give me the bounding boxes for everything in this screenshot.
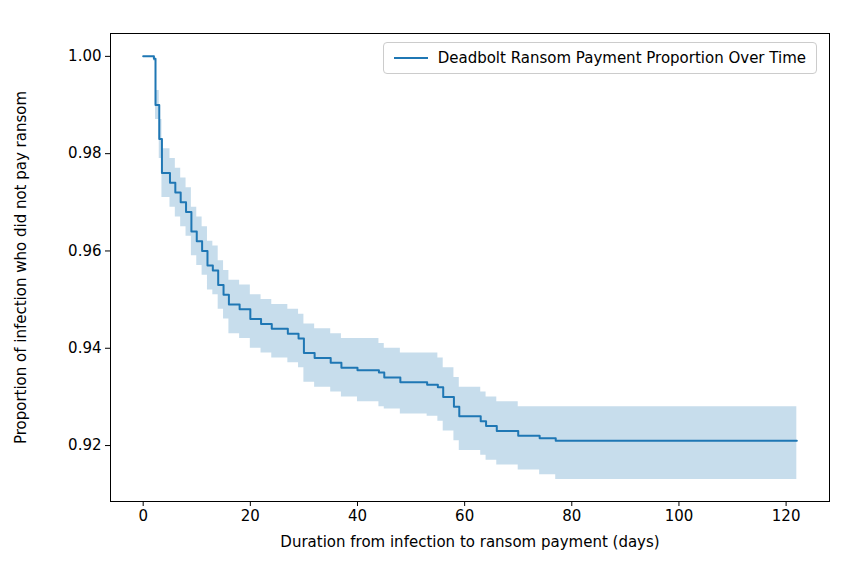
svg-text:Proportion of infection who di: Proportion of infection who did not pay … (12, 91, 30, 444)
svg-text:120: 120 (772, 507, 801, 525)
svg-text:1.00: 1.00 (68, 47, 101, 65)
svg-text:40: 40 (348, 507, 367, 525)
svg-text:0.92: 0.92 (68, 436, 101, 454)
svg-text:0.94: 0.94 (68, 339, 101, 357)
html-text:Deadbolt Ransom Payment Propor: Deadbolt Ransom Payment Proportion Over … (437, 49, 806, 67)
svg-text:100: 100 (665, 507, 694, 525)
svg-text:20: 20 (241, 507, 260, 525)
svg-text:80: 80 (562, 507, 581, 525)
svg-text:0.98: 0.98 (68, 144, 101, 162)
svg-text:0.96: 0.96 (68, 242, 101, 260)
svg-text:60: 60 (455, 507, 474, 525)
svg-text:0: 0 (138, 507, 148, 525)
svg-text:Duration from infection to ran: Duration from infection to ransom paymen… (280, 533, 659, 551)
